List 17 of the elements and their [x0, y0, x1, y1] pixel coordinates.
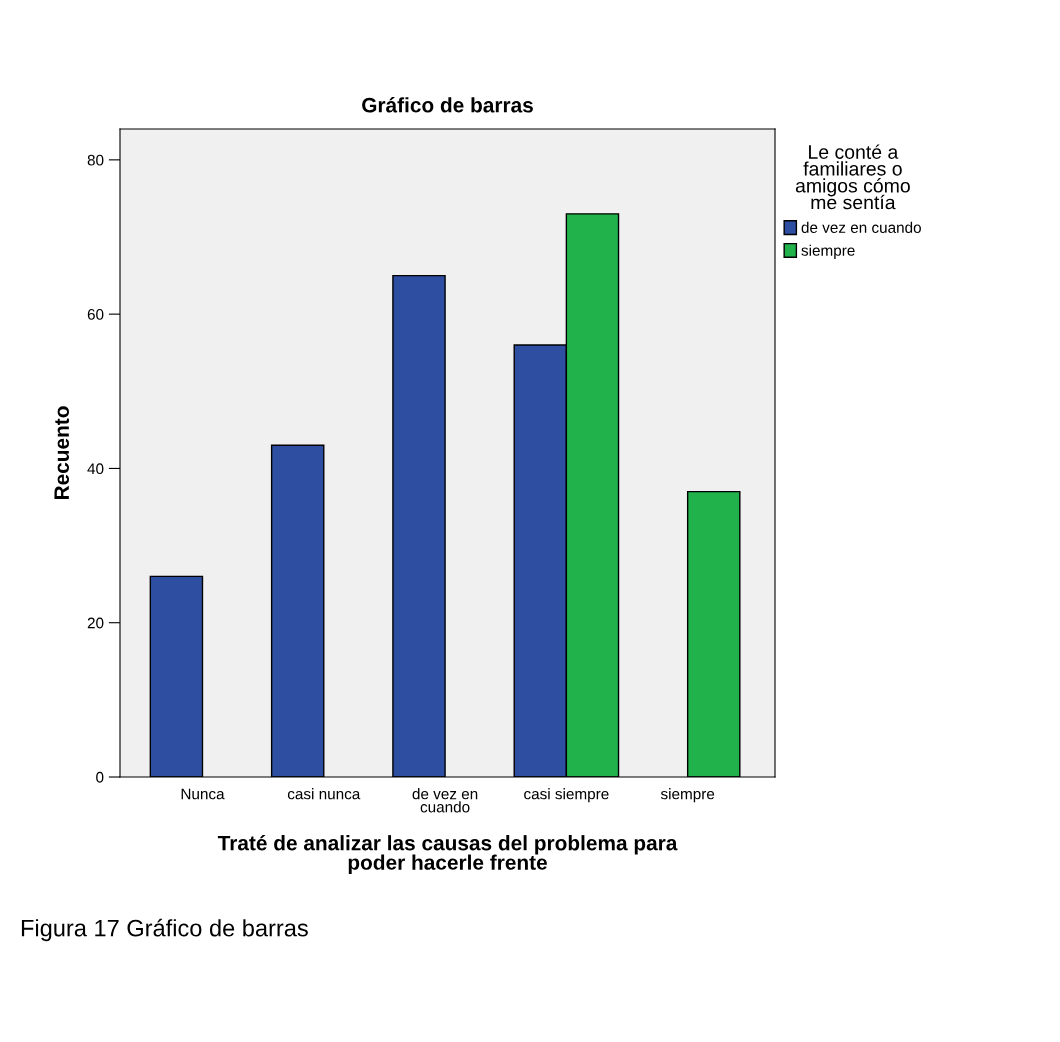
y-tick-label: 20 [87, 617, 104, 629]
legend-title: Le conté a familiares o amigos cómo me sentía [795, 144, 910, 210]
chart-title: Gráfico de barras [362, 97, 533, 113]
legend-label: de vez en cuando [801, 221, 921, 233]
x-tick-label: Nunca [181, 788, 225, 800]
legend-label: siempre [801, 244, 855, 259]
y-tick-label: 0 [96, 771, 104, 783]
x-axis-title: Traté de analizar las causas del problema para poder hacerle frente [217, 834, 678, 874]
x-tick-label: casi siempre [524, 788, 609, 803]
x-tick-label: de vez en cuando [412, 788, 478, 813]
y-tick-label: 40 [87, 463, 104, 475]
y-axis-title: Recuento [54, 406, 70, 500]
x-tick-label: siempre [660, 788, 715, 803]
text: Figura 17 Gráfico de barras [21, 918, 308, 942]
y-tick-label: 80 [87, 154, 104, 166]
x-tick-label: casi nunca [287, 788, 361, 800]
y-tick-label: 60 [87, 309, 104, 320]
